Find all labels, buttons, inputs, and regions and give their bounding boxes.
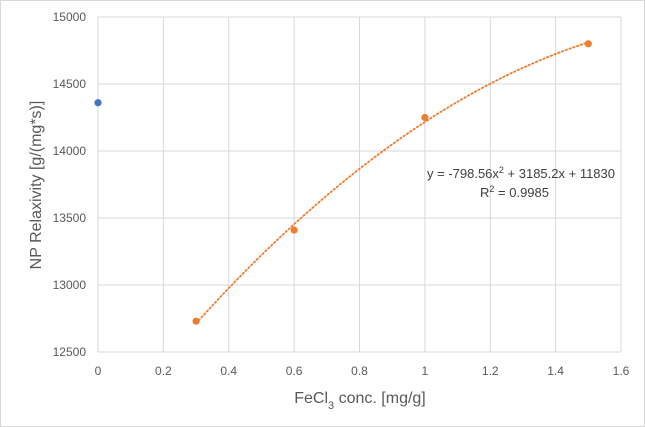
x-axis-title-subscript: 3 bbox=[328, 400, 334, 412]
x-tick-label: 0.2 bbox=[155, 364, 172, 378]
x-axis-title-rest: conc. [mg/g] bbox=[334, 390, 426, 407]
data-point-series-2 bbox=[192, 317, 200, 325]
x-axis-title: FeCl3 conc. [mg/g] bbox=[294, 390, 426, 412]
data-point-series-2 bbox=[421, 113, 429, 122]
x-tick-label: 0.8 bbox=[351, 364, 368, 378]
x-tick-label: 1.2 bbox=[482, 364, 499, 378]
y-tick-label: 12500 bbox=[53, 345, 87, 359]
gridlines bbox=[97, 16, 622, 353]
x-tick-label: 1.6 bbox=[613, 364, 630, 378]
y-tick-labels: 12500 13000 13500 14000 14500 15000 bbox=[53, 10, 87, 359]
data-point-series-2 bbox=[290, 226, 298, 234]
y-tick-label: 15000 bbox=[53, 10, 87, 24]
x-tick-label: 0 bbox=[95, 364, 102, 378]
trendline-equation: y = -798.56x2 + 3185.2x + 11830 bbox=[427, 165, 615, 181]
x-tick-label: 0.4 bbox=[220, 364, 237, 378]
equation-rest: + 3185.2x + 11830 bbox=[504, 166, 615, 181]
r-squared-label: R2 = 0.9985 bbox=[480, 184, 549, 200]
r-squared-superscript: 2 bbox=[489, 184, 494, 194]
y-axis-title: NP Relaxivity [g/(mg*s)] bbox=[28, 101, 45, 270]
x-tick-label: 0.6 bbox=[286, 364, 303, 378]
data-point-series-2 bbox=[584, 40, 592, 48]
x-tick-label: 1 bbox=[422, 364, 429, 378]
equation-main: y = -798.56x bbox=[427, 166, 499, 181]
y-tick-label: 14000 bbox=[53, 144, 87, 158]
r-squared-rest: = 0.9985 bbox=[494, 185, 549, 200]
polynomial-trendline bbox=[195, 41, 590, 325]
x-tick-label: 1.4 bbox=[547, 364, 564, 378]
equation-superscript: 2 bbox=[499, 165, 504, 175]
x-tick-labels: 0 0.2 0.4 0.6 0.8 1 1.2 1.4 1.6 bbox=[95, 364, 630, 378]
data-points bbox=[94, 40, 592, 325]
trendline-group bbox=[195, 41, 590, 325]
y-tick-label: 14500 bbox=[53, 77, 87, 91]
x-axis-title-main: FeCl bbox=[294, 390, 328, 407]
y-tick-label: 13500 bbox=[53, 211, 87, 225]
r-squared-main: R bbox=[480, 185, 489, 200]
y-tick-label: 13000 bbox=[53, 278, 87, 292]
data-point-series-1 bbox=[94, 99, 102, 107]
